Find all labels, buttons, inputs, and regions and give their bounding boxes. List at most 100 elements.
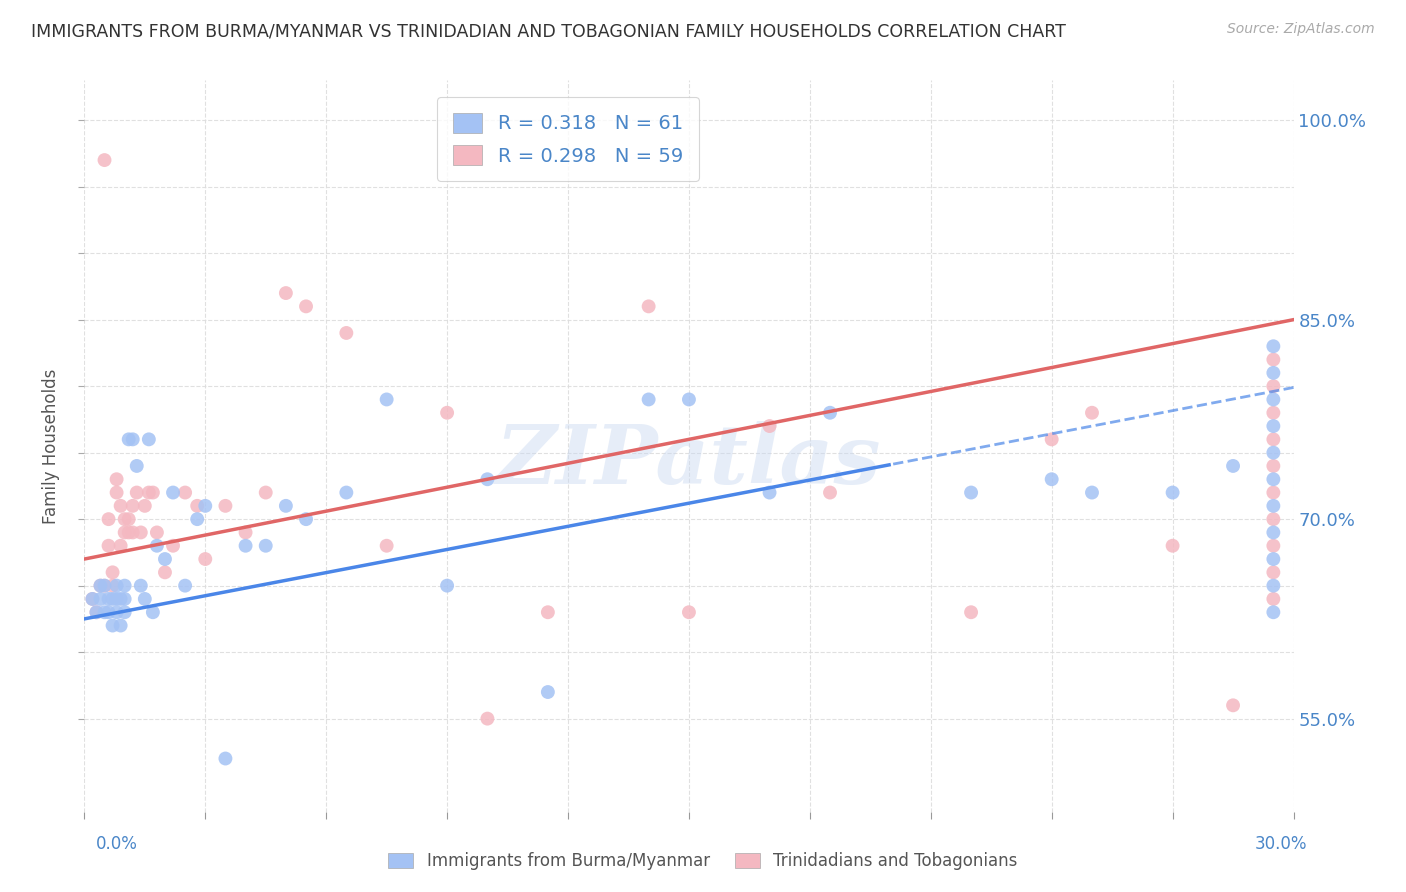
Point: [637, 392, 659, 407]
Point: [194, 552, 217, 566]
Point: [254, 539, 277, 553]
Point: [97, 539, 120, 553]
Text: IMMIGRANTS FROM BURMA/MYANMAR VS TRINIDADIAN AND TOBAGONIAN FAMILY HOUSEHOLDS CO: IMMIGRANTS FROM BURMA/MYANMAR VS TRINIDA…: [31, 22, 1066, 40]
Point: [1263, 352, 1285, 367]
Point: [134, 499, 156, 513]
Point: [110, 539, 132, 553]
Point: [93, 605, 115, 619]
Point: [114, 591, 136, 606]
Point: [129, 579, 152, 593]
Point: [960, 485, 983, 500]
Point: [477, 472, 499, 486]
Point: [274, 286, 297, 301]
Point: [214, 751, 236, 765]
Point: [186, 512, 208, 526]
Point: [1263, 379, 1285, 393]
Point: [121, 433, 143, 447]
Point: [1263, 433, 1285, 447]
Point: [254, 485, 277, 500]
Point: [142, 605, 165, 619]
Point: [295, 512, 318, 526]
Point: [335, 485, 357, 500]
Point: [93, 153, 115, 167]
Point: [118, 525, 141, 540]
Point: [1263, 499, 1285, 513]
Point: [138, 433, 160, 447]
Point: [1263, 445, 1285, 459]
Point: [537, 605, 560, 619]
Point: [295, 299, 318, 313]
Point: [105, 591, 128, 606]
Point: [477, 712, 499, 726]
Point: [537, 685, 560, 699]
Point: [86, 605, 108, 619]
Text: 30.0%: 30.0%: [1256, 835, 1308, 853]
Point: [1263, 552, 1285, 566]
Text: ZIPatlas: ZIPatlas: [496, 421, 882, 500]
Point: [1081, 406, 1104, 420]
Point: [1081, 485, 1104, 500]
Point: [1263, 605, 1285, 619]
Legend: Immigrants from Burma/Myanmar, Trinidadians and Tobagonians: Immigrants from Burma/Myanmar, Trinidadi…: [382, 846, 1024, 877]
Point: [1263, 525, 1285, 540]
Point: [110, 499, 132, 513]
Point: [114, 579, 136, 593]
Point: [1263, 539, 1285, 553]
Point: [758, 485, 780, 500]
Point: [1263, 339, 1285, 353]
Point: [1263, 591, 1285, 606]
Point: [375, 539, 398, 553]
Point: [134, 591, 156, 606]
Y-axis label: Family Households: Family Households: [42, 368, 60, 524]
Point: [110, 618, 132, 632]
Point: [101, 566, 124, 580]
Point: [1263, 419, 1285, 434]
Point: [101, 591, 124, 606]
Point: [101, 579, 124, 593]
Point: [93, 579, 115, 593]
Point: [1222, 458, 1244, 473]
Point: [174, 485, 197, 500]
Point: [678, 392, 700, 407]
Point: [118, 433, 141, 447]
Point: [138, 485, 160, 500]
Point: [162, 539, 184, 553]
Point: [105, 605, 128, 619]
Point: [153, 566, 176, 580]
Point: [162, 485, 184, 500]
Point: [125, 485, 148, 500]
Point: [1263, 579, 1285, 593]
Legend: R = 0.318   N = 61, R = 0.298   N = 59: R = 0.318 N = 61, R = 0.298 N = 59: [437, 97, 699, 181]
Point: [1040, 472, 1063, 486]
Point: [1263, 458, 1285, 473]
Point: [110, 591, 132, 606]
Point: [114, 525, 136, 540]
Point: [121, 525, 143, 540]
Point: [335, 326, 357, 340]
Point: [960, 605, 983, 619]
Text: 0.0%: 0.0%: [96, 835, 138, 853]
Point: [118, 512, 141, 526]
Point: [1222, 698, 1244, 713]
Point: [129, 525, 152, 540]
Text: Source: ZipAtlas.com: Source: ZipAtlas.com: [1227, 22, 1375, 37]
Point: [101, 618, 124, 632]
Point: [153, 552, 176, 566]
Point: [1263, 485, 1285, 500]
Point: [146, 525, 169, 540]
Point: [1040, 433, 1063, 447]
Point: [82, 591, 104, 606]
Point: [1263, 512, 1285, 526]
Point: [818, 485, 841, 500]
Point: [114, 605, 136, 619]
Point: [97, 605, 120, 619]
Point: [89, 579, 111, 593]
Point: [89, 591, 111, 606]
Point: [82, 591, 104, 606]
Point: [637, 299, 659, 313]
Point: [114, 512, 136, 526]
Point: [105, 579, 128, 593]
Point: [125, 458, 148, 473]
Point: [174, 579, 197, 593]
Point: [1161, 485, 1184, 500]
